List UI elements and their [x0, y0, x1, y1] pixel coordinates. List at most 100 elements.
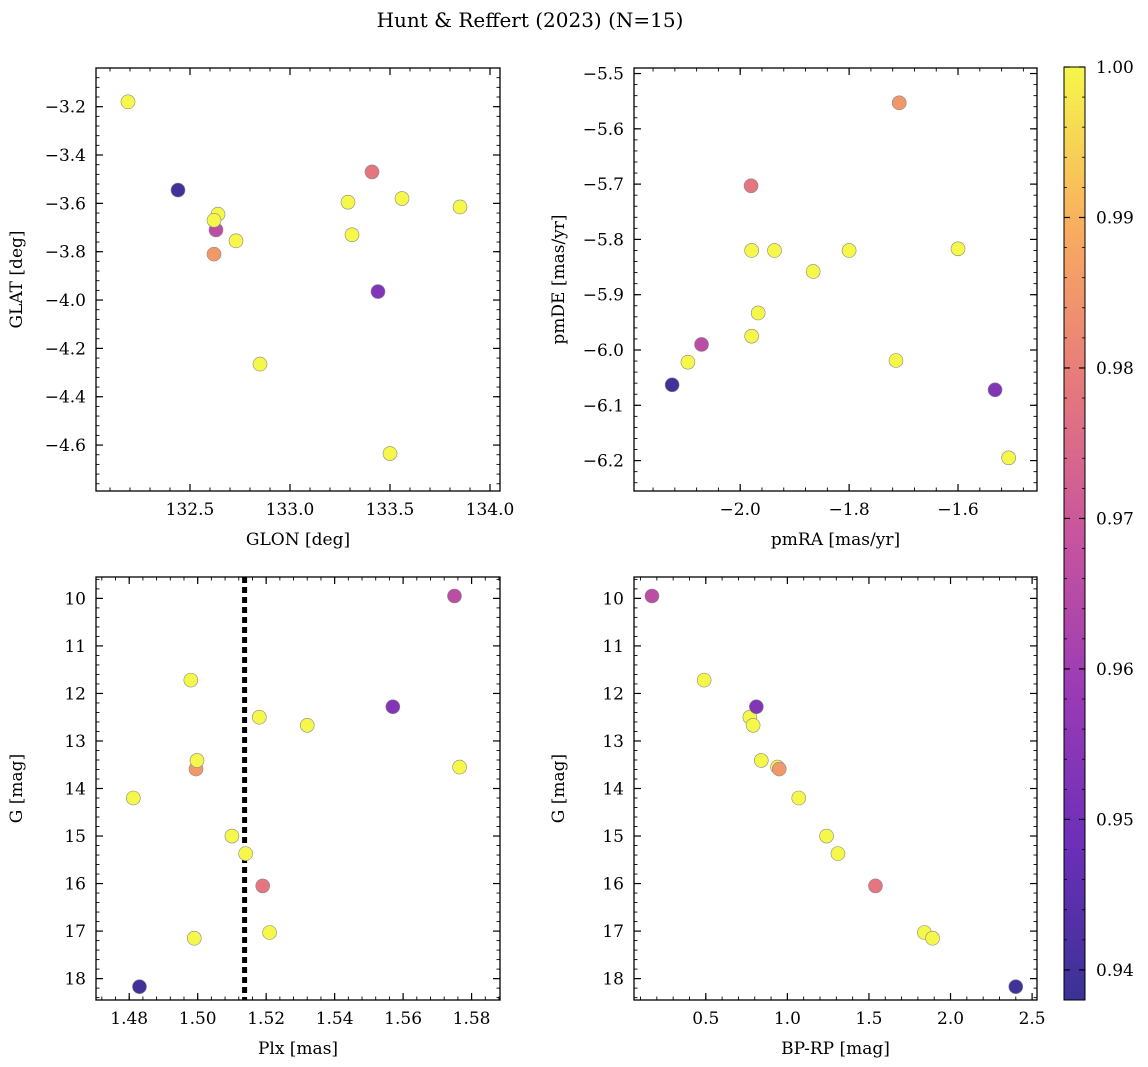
x-tick-label: 132.5	[166, 500, 215, 520]
data-point	[394, 191, 410, 206]
y-tick-label: 11	[64, 637, 86, 657]
axes-frame	[95, 576, 501, 1001]
x-axis-label: pmRA [mas/yr]	[771, 530, 900, 550]
data-point	[888, 353, 904, 368]
y-tick-label: 18	[64, 970, 86, 990]
y-tick-label: −5.7	[583, 175, 624, 195]
data-point	[644, 588, 660, 604]
x-axis-label: GLON [deg]	[246, 530, 350, 550]
y-tick-label: −3.6	[45, 194, 86, 214]
x-tick-label: −1.8	[828, 500, 869, 520]
data-point	[189, 753, 205, 768]
y-tick-label: −5.8	[583, 230, 624, 250]
axes-frame	[633, 576, 1038, 1001]
data-point	[228, 233, 244, 249]
y-tick-label: 18	[602, 970, 624, 990]
data-point	[767, 243, 782, 258]
x-axis-label: Plx [mas]	[258, 1039, 338, 1059]
x-tick-label: 1.50	[179, 1009, 217, 1029]
data-point	[344, 227, 360, 243]
data-point	[805, 264, 821, 279]
data-point	[749, 699, 764, 715]
data-point	[696, 672, 712, 688]
data-point	[452, 759, 467, 775]
colorbar-tick-label: 0.98	[1096, 359, 1134, 379]
y-tick-label: −4.2	[45, 339, 86, 359]
scatter-panel: 0.5 1.0 1.5 2.0 2.5 10 11 12 13 14 15 16 17 18 BP-RP […	[549, 576, 1046, 1059]
data-point	[299, 717, 315, 733]
data-point	[925, 930, 940, 946]
colorbar-tick-label: 1.00	[1096, 58, 1134, 78]
y-tick-label: −5.9	[583, 286, 624, 306]
y-tick-label: 10	[602, 589, 624, 609]
data-point	[830, 846, 846, 861]
y-tick-label: 12	[602, 684, 624, 704]
scatter-panel: 1.48 1.50 1.52 1.54 1.56 1.58 10 11 12 13 14 15 16 17…	[7, 576, 501, 1059]
data-point	[745, 717, 761, 733]
data-point	[255, 878, 271, 894]
y-tick-label: 16	[602, 875, 624, 895]
x-tick-label: 133.5	[366, 500, 415, 520]
x-tick-label: 2.0	[937, 1009, 964, 1029]
y-axis-label: G [mag]	[549, 754, 569, 823]
data-point	[382, 446, 398, 461]
y-tick-label: −3.2	[45, 98, 86, 118]
data-point	[743, 178, 759, 194]
data-point	[753, 753, 769, 768]
x-tick-label: 1.5	[855, 1009, 882, 1029]
data-point	[1001, 450, 1016, 466]
data-point	[170, 182, 186, 198]
x-tick-label: 1.48	[110, 1009, 148, 1029]
x-tick-label: 2.5	[1019, 1009, 1046, 1029]
data-point	[132, 979, 147, 994]
data-point	[791, 790, 807, 806]
x-tick-label: 1.0	[774, 1009, 801, 1029]
colorbar-tick-label: 0.94	[1096, 961, 1134, 981]
y-tick-label: 17	[602, 922, 624, 942]
y-axis-label: pmDE [mas/yr]	[549, 214, 569, 344]
x-tick-label: 1.58	[453, 1009, 491, 1029]
x-tick-label: 1.52	[247, 1009, 285, 1029]
colorbar-tick-label: 0.99	[1096, 208, 1134, 228]
y-tick-label: −6.0	[583, 341, 624, 361]
data-point	[750, 305, 766, 321]
data-point	[771, 761, 787, 777]
y-tick-label: 13	[602, 732, 624, 752]
data-point	[385, 699, 401, 715]
y-tick-label: −5.5	[583, 65, 624, 85]
scatter-panel: 132.5 133.0 133.5 134.0 −3.2 −3.4 −3.6 −3.8 −4.0…	[7, 67, 515, 550]
y-tick-label: −3.4	[45, 146, 86, 166]
data-point	[891, 95, 907, 111]
x-tick-label: −1.6	[937, 500, 978, 520]
data-point	[206, 212, 222, 228]
panels: 132.5 133.0 133.5 134.0−3.2−3.4−3.6−3.8−4.0…	[7, 65, 1046, 1059]
data-point	[252, 356, 268, 372]
data-point	[987, 382, 1003, 398]
y-tick-label: 15	[64, 827, 86, 847]
data-point	[744, 243, 759, 258]
y-tick-label: 13	[64, 732, 86, 752]
y-tick-label: −6.2	[583, 452, 624, 472]
data-point	[447, 588, 462, 604]
x-axis-label: BP-RP [mag]	[781, 1039, 890, 1059]
y-tick-label: 12	[64, 684, 86, 704]
y-tick-label: −3.8	[45, 243, 86, 263]
y-tick-label: 17	[64, 922, 86, 942]
y-tick-label: 14	[602, 780, 624, 800]
data-point	[819, 828, 834, 844]
x-tick-label: 134.0	[466, 500, 515, 520]
y-tick-label: −4.4	[45, 388, 86, 408]
y-tick-label: 14	[64, 780, 86, 800]
colorbar-tick-label: 0.97	[1096, 509, 1134, 529]
axes-frame	[95, 67, 501, 492]
data-point	[1008, 979, 1024, 994]
data-point	[238, 846, 253, 861]
data-point	[126, 790, 141, 806]
x-tick-label: 1.54	[316, 1009, 354, 1029]
y-axis-label: G [mag]	[7, 754, 27, 823]
data-point	[186, 930, 202, 946]
y-axis-label: GLAT [deg]	[7, 230, 27, 328]
colorbar-tick-label: 0.95	[1096, 810, 1134, 830]
data-point	[206, 246, 222, 262]
data-point	[744, 328, 759, 344]
